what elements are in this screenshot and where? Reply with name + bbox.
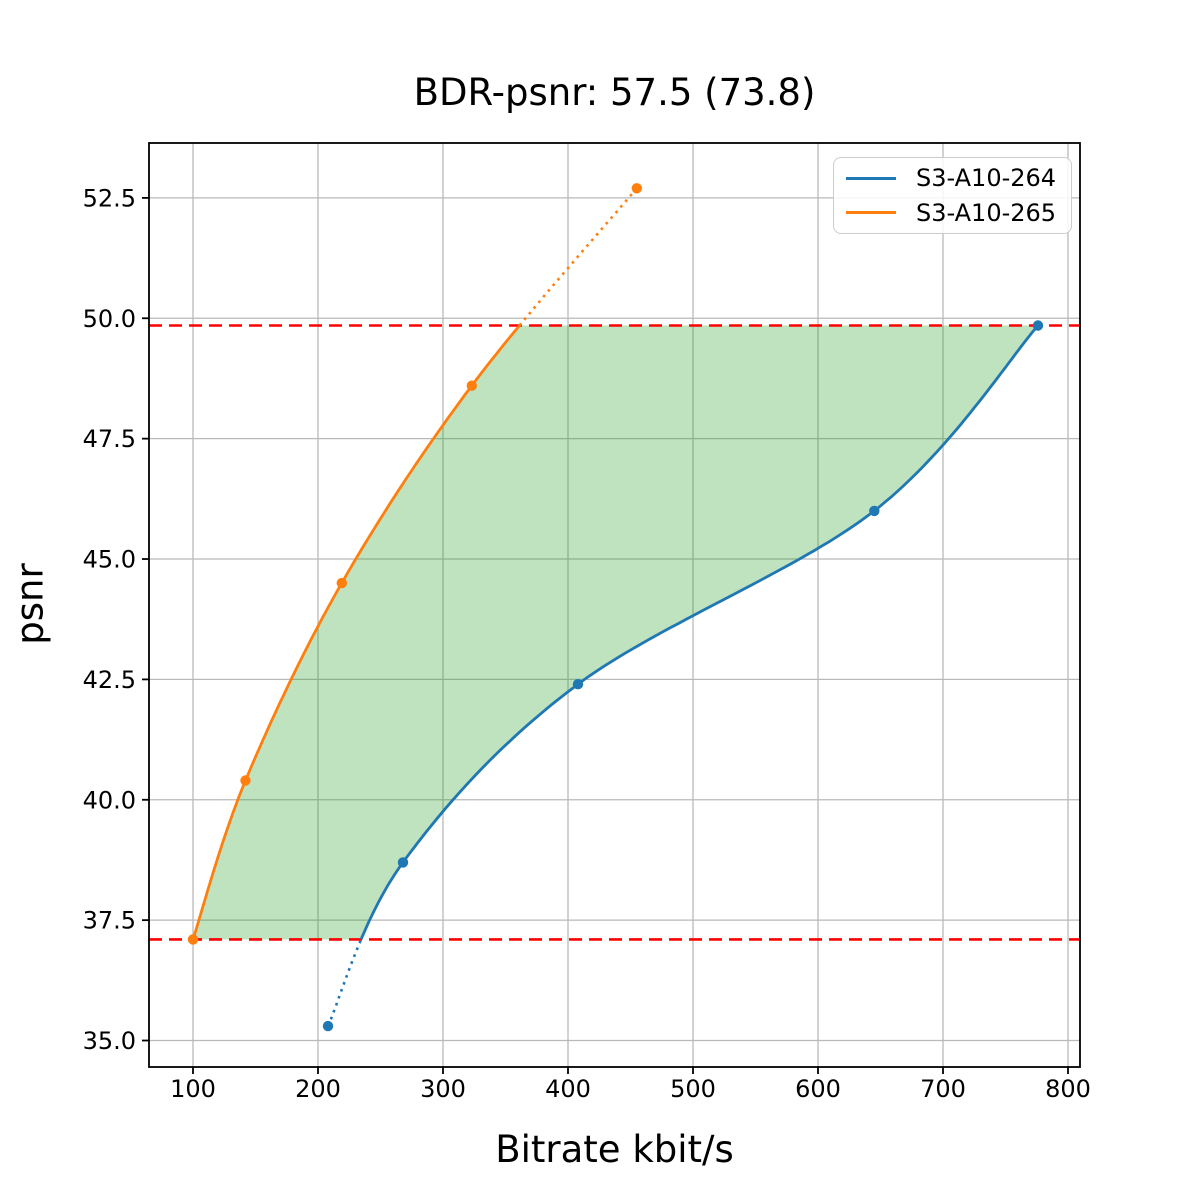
legend-line-sample-264 bbox=[846, 176, 896, 180]
data-point-marker bbox=[631, 183, 642, 194]
y-tick-label: 37.5 bbox=[83, 907, 136, 935]
y-tick-label: 50.0 bbox=[83, 305, 136, 333]
axes-frame bbox=[148, 142, 1081, 1068]
x-tick-label: 800 bbox=[1045, 1075, 1091, 1103]
data-point-marker bbox=[572, 679, 584, 690]
legend: S3-A10-264 S3-A10-265 bbox=[833, 157, 1072, 234]
data-point-marker bbox=[322, 1020, 334, 1032]
x-tick-label: 400 bbox=[545, 1075, 591, 1103]
y-tick-label: 45.0 bbox=[83, 546, 136, 574]
data-point-marker bbox=[187, 934, 199, 945]
series-line-dotted bbox=[518, 187, 638, 327]
y-tick-label: 52.5 bbox=[83, 184, 136, 212]
y-axis-label: psnr bbox=[8, 563, 52, 645]
legend-line-sample-265 bbox=[846, 211, 896, 215]
data-point-marker bbox=[397, 857, 409, 868]
series-S3-A10-264 bbox=[322, 320, 1044, 1032]
series-line-solid bbox=[359, 324, 1040, 940]
bd-integration-area bbox=[193, 325, 1038, 940]
chart-title: BDR-psnr: 57.5 (73.8) bbox=[413, 71, 816, 114]
x-tick-label: 600 bbox=[795, 1075, 841, 1103]
x-tick-label: 200 bbox=[295, 1075, 341, 1103]
y-tick-label: 42.5 bbox=[83, 666, 136, 694]
legend-label-264: S3-A10-264 bbox=[916, 164, 1057, 193]
data-point-marker bbox=[1032, 320, 1044, 331]
data-point-marker bbox=[336, 577, 347, 589]
y-tick-label: 35.0 bbox=[83, 1027, 136, 1055]
x-axis-label: Bitrate kbit/s bbox=[495, 1128, 734, 1171]
legend-item-s3-a10-265: S3-A10-265 bbox=[846, 199, 1071, 227]
series-line-solid bbox=[191, 324, 521, 940]
legend-label-265: S3-A10-265 bbox=[916, 198, 1057, 227]
y-tick-label: 40.0 bbox=[83, 786, 136, 814]
series-S3-A10-265 bbox=[187, 183, 642, 945]
ticks: 100 200 300 400 500 600 700 800 35.0 37.5 40.0 42.5… bbox=[83, 184, 1091, 1103]
data-point-marker bbox=[869, 505, 880, 517]
x-tick-label: 300 bbox=[420, 1075, 466, 1103]
x-tick-label: 100 bbox=[170, 1075, 216, 1103]
x-tick-label: 500 bbox=[670, 1075, 716, 1103]
grid bbox=[149, 143, 1080, 1067]
series-line-dotted bbox=[326, 938, 363, 1027]
x-tick-label: 700 bbox=[920, 1075, 966, 1103]
data-point-marker bbox=[466, 380, 477, 391]
data-point-marker bbox=[240, 775, 251, 786]
y-tick-label: 47.5 bbox=[83, 425, 136, 453]
legend-item-s3-a10-264: S3-A10-264 bbox=[846, 164, 1071, 192]
